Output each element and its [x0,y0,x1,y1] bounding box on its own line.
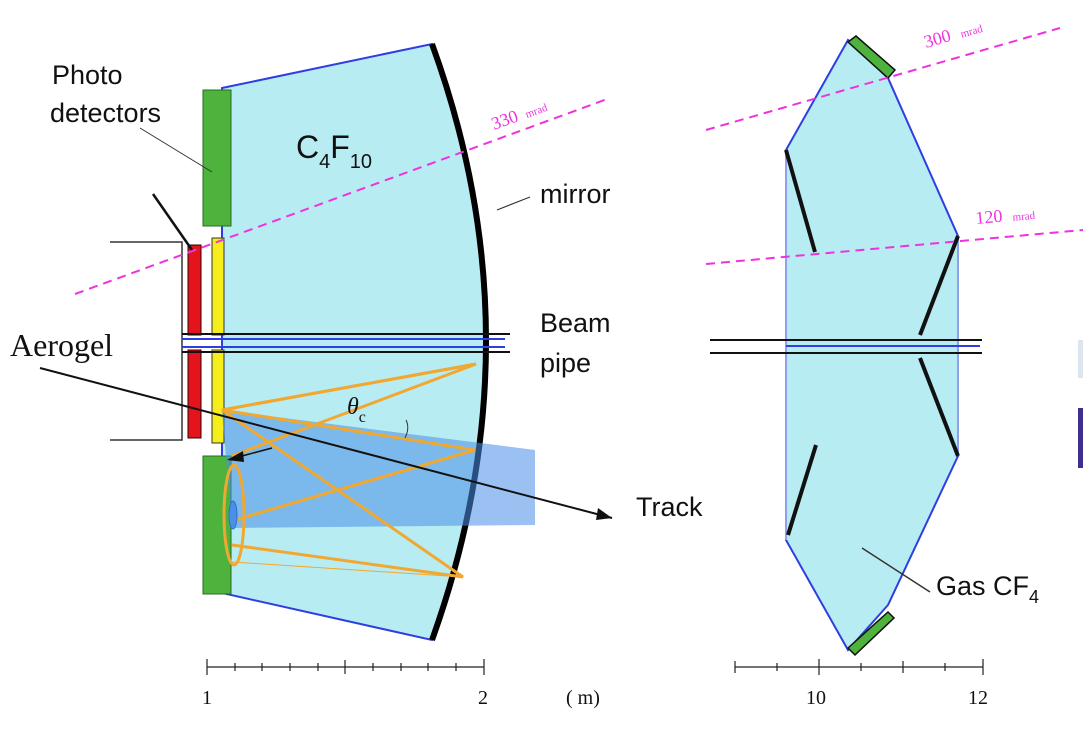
beam-pipe-label-line2: pipe [540,348,591,378]
entrance-frame [110,241,183,441]
particle-track [39,367,613,519]
ring-pointer-line [241,447,273,457]
theta-c-arc [404,419,409,439]
slide-edge-light [1078,340,1083,378]
aerogel-radiator-lower [187,349,202,439]
angle-label-330: 330 mrad [489,95,550,134]
cherenkov-ring-blue [228,500,238,530]
slide-edge-dark [1078,408,1083,468]
scale-left-tick-start: 1 [202,687,212,709]
photo-detector-leader-line [139,127,213,173]
scale-bar-right [734,659,984,675]
rich2-detector [705,27,1083,657]
scale-left-unit: ( m) [566,687,600,709]
scale-bar-left [206,659,485,675]
ring-pointer-arrowhead [227,451,244,462]
aerogel-leader-line [151,193,194,251]
aerogel-radiator-upper [187,244,202,336]
mirror-label: mirror [540,179,610,209]
mirror-leader-line [496,196,531,211]
gas-cf4-label: Gas CF4 [936,571,1039,607]
gas-cf4-leader-line [861,547,931,593]
rich2-photo-detector-top [846,35,897,80]
aerogel-label: Aerogel [10,327,113,363]
beam-pipe-left [182,333,510,353]
scale-left-tick-end: 2 [478,687,488,709]
beam-pipe-right [710,339,982,354]
window-lower [211,349,225,444]
photon-ray-thin [231,561,464,578]
photo-detectors-label-line2: detectors [50,98,161,128]
rich2-mirrors [784,149,960,536]
photo-detector-upper [202,89,232,227]
theta-c-label: θc [347,394,366,426]
rich1-detector [39,42,613,642]
track-arrowhead [596,508,612,520]
photo-detectors-label-line1: Photo [52,60,123,90]
acceptance-line-330 [74,97,611,295]
beam-pipe-label-line1: Beam [540,308,611,338]
c4f10-label: C4F10 [296,129,372,173]
angle-label-300: 300 mrad [922,16,985,52]
acceptance-line-120 [705,229,1083,265]
spherical-mirror [429,42,489,642]
window-upper [211,237,225,336]
cherenkov-ring-orange [222,463,246,567]
acceptance-line-300 [705,27,1061,131]
scale-right-tick-start: 10 [806,687,826,709]
angle-label-120: 120 mrad [975,203,1037,228]
rich2-photo-detector-bottom [846,610,896,657]
scale-right-tick-end: 12 [968,687,988,709]
track-label: Track [636,492,703,522]
